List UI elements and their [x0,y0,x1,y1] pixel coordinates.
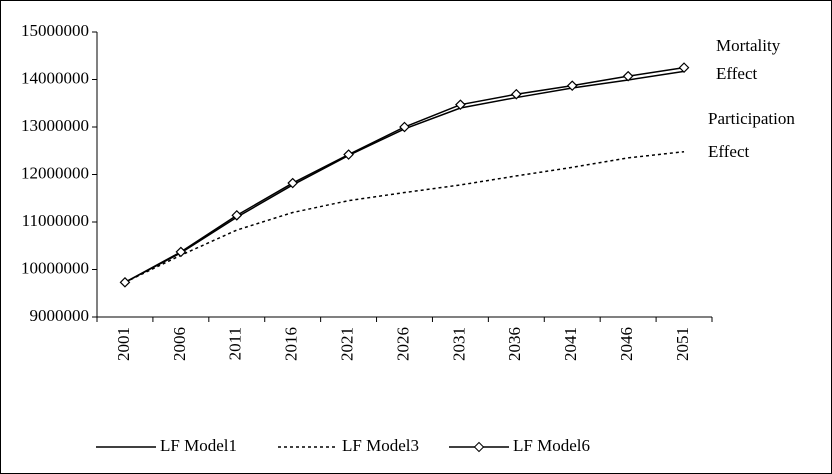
y-tick-label: 13000000 [21,116,89,135]
marker [175,246,187,258]
x-tick-label: 2026 [393,327,412,361]
annotation: Participation [708,109,795,128]
annotation: Effect [708,142,749,161]
x-tick-label: 2021 [337,327,356,361]
x-tick-label: 2036 [505,327,524,361]
x-tick-label: 2001 [114,327,133,361]
legend-label: LF Model3 [342,436,419,455]
x-tick-label: 2016 [282,327,301,361]
marker [455,99,466,111]
y-tick-label: 15000000 [21,21,89,40]
legend-label: LF Model6 [513,436,590,455]
y-tick-label: 14000000 [21,68,89,87]
marker [678,62,690,73]
y-tick-label: 12000000 [21,163,89,182]
marker [566,80,578,92]
x-tick-label: 2011 [226,327,245,360]
legend-label: LF Model1 [160,436,237,455]
marker [399,121,410,133]
marker [119,276,131,288]
x-tick-label: 2031 [449,327,468,361]
annotation: Effect [716,64,757,83]
x-tick-label: 2041 [561,327,580,361]
marker [622,70,634,82]
series-line [124,150,685,284]
x-tick-label: 2051 [673,327,692,361]
marker [287,177,299,189]
y-tick-label: 9000000 [30,306,90,325]
marker [343,149,354,160]
marker [510,88,522,100]
x-tick-label: 2006 [170,327,189,361]
annotation: Mortality [716,36,781,55]
y-tick-label: 10000000 [21,258,89,277]
y-tick-label: 11000000 [22,211,89,230]
legend-marker [473,441,485,453]
marker [231,210,243,221]
x-tick-label: 2046 [617,327,636,361]
